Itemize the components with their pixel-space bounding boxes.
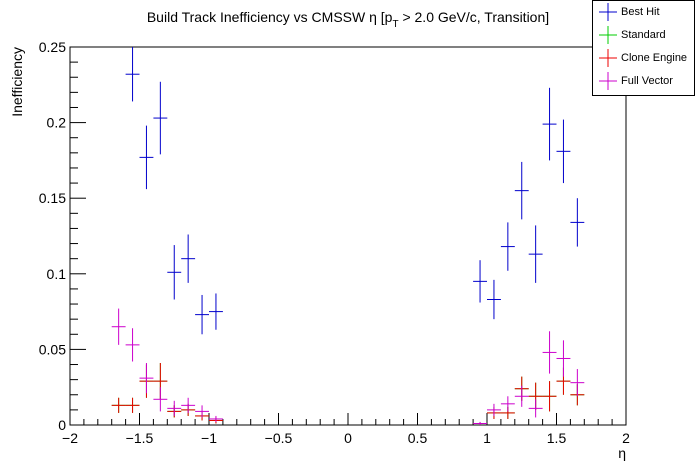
data-point (514, 385, 529, 407)
legend-item-best-hit: Best Hit (593, 3, 694, 25)
x-tick-label: 1.5 (547, 430, 567, 446)
legend-marker-icon (599, 72, 617, 90)
y-tick-label: 0.25 (39, 39, 66, 55)
data-point (167, 245, 182, 300)
data-point (487, 279, 501, 320)
legend-marker-icon (599, 26, 617, 44)
x-tick-label: −1 (201, 430, 217, 446)
data-point (181, 234, 196, 283)
data-point (570, 369, 585, 397)
legend-marker-icon (599, 3, 617, 21)
x-tick-label: −2 (62, 430, 78, 446)
data-point (473, 260, 487, 303)
data-point (542, 87, 557, 161)
legend-label: Clone Engine (621, 52, 688, 64)
series-best-hit (125, 47, 585, 335)
x-axis-label: η (618, 445, 626, 461)
chart-title: Build Track Inefficiency vs CMSSW η [pT … (147, 9, 549, 30)
x-tick-label: 1 (483, 430, 491, 446)
x-tick-label: 0 (344, 430, 352, 446)
y-tick-label: 0.15 (39, 190, 66, 206)
legend-label: Standard (621, 29, 666, 41)
data-point (556, 340, 571, 377)
data-point (181, 397, 196, 413)
legend: Best Hit Standard Clone Engine Full Vect… (592, 0, 695, 96)
data-point (528, 399, 543, 418)
legend-label: Full Vector (621, 75, 673, 87)
data-point (125, 397, 140, 413)
legend-label: Best Hit (621, 6, 660, 18)
data-point (111, 308, 126, 345)
data-point (542, 331, 557, 374)
data-point (153, 81, 168, 155)
data-point (570, 198, 585, 247)
data-point (528, 225, 543, 283)
data-point (139, 363, 154, 394)
y-axis-label: Inefficiency (9, 47, 25, 117)
legend-item-standard: Standard (593, 26, 694, 48)
data-series-layer (111, 47, 585, 425)
x-tick-label: 0.5 (408, 430, 428, 446)
legend-marker-icon (599, 49, 617, 67)
data-point (500, 222, 515, 271)
data-point (209, 415, 223, 422)
data-point (500, 396, 515, 412)
data-point (195, 294, 209, 335)
data-point (514, 161, 529, 220)
data-point (139, 125, 154, 190)
data-point (125, 47, 140, 102)
y-tick-label: 0.05 (39, 341, 66, 357)
data-point (209, 293, 223, 330)
data-point (473, 421, 487, 425)
data-point (195, 405, 209, 418)
legend-item-full-vector: Full Vector (593, 72, 694, 94)
plot-frame (69, 46, 627, 426)
x-tick-label: −0.5 (265, 430, 293, 446)
legend-item-clone-engine: Clone Engine (593, 49, 694, 71)
data-point (487, 403, 501, 416)
data-point (125, 328, 140, 362)
y-tick-label: 0.2 (47, 115, 67, 131)
x-tick-label: 2 (622, 430, 630, 446)
x-tick-label: −1.5 (126, 430, 154, 446)
data-point (153, 387, 168, 412)
data-point (542, 381, 557, 412)
series-full-vector (111, 308, 585, 425)
data-point (556, 119, 571, 184)
y-tick-label: 0.1 (47, 266, 67, 282)
data-point (167, 400, 182, 416)
x-axis: −2 −1.5 −1 −0.5 0 0.5 1 1.5 2 (62, 413, 630, 446)
y-axis: 0 0.05 0.1 0.15 0.2 0.25 (39, 39, 86, 433)
data-point (111, 397, 126, 413)
y-tick-label: 0 (58, 417, 66, 433)
